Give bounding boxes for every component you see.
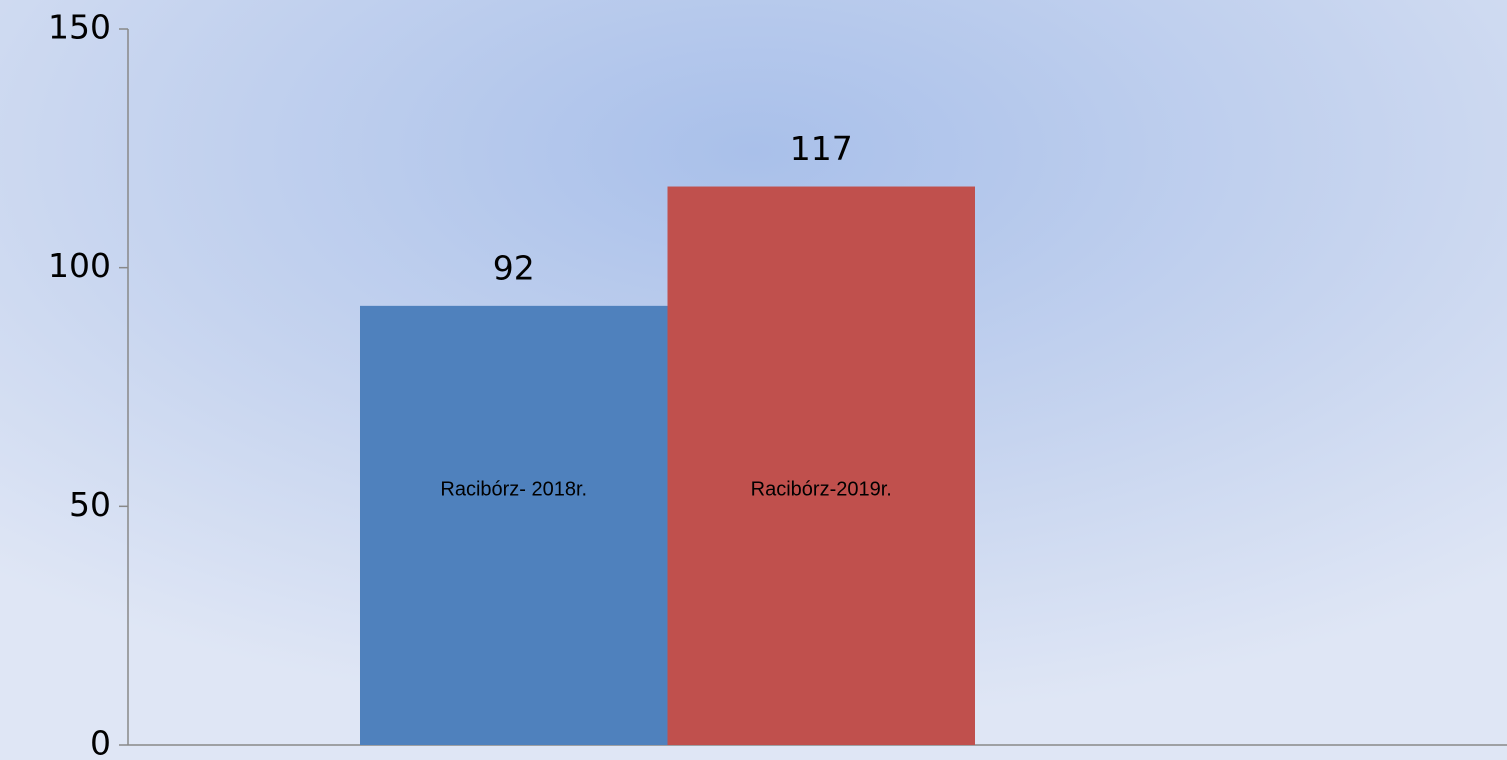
series-label: Racibórz-2019r. <box>751 478 892 500</box>
y-tick-label: 150 <box>48 8 111 47</box>
data-label: 117 <box>790 129 853 168</box>
bar <box>360 305 668 745</box>
series-label: Racibórz- 2018r. <box>440 478 587 500</box>
y-tick-label: 100 <box>48 246 111 285</box>
data-label: 92 <box>493 248 535 287</box>
y-tick-label: 0 <box>90 724 111 760</box>
bar <box>667 186 975 745</box>
y-tick-label: 50 <box>69 485 111 524</box>
